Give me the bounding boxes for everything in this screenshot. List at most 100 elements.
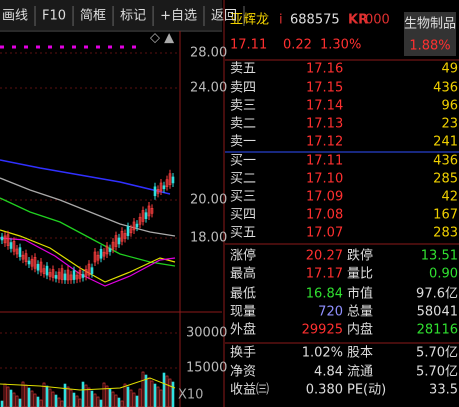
volume-bar [36, 396, 40, 407]
candle-body [138, 216, 142, 225]
candle-body [12, 240, 16, 252]
candle-body [57, 271, 61, 280]
stat-label: 内盘 [347, 322, 373, 338]
tag2: 000 [365, 13, 390, 28]
toolbar-button[interactable]: 简框 [80, 8, 106, 24]
volume-bar [0, 400, 4, 407]
book-price: 17.16 [306, 62, 343, 77]
ma-line [0, 177, 176, 237]
stat-label: 外盘 [230, 322, 256, 338]
candle-body [108, 248, 112, 252]
volume-bar [117, 397, 121, 407]
candle-body [84, 269, 88, 277]
candle-body [144, 212, 148, 219]
icon[interactable]: ◇ ▲ [150, 31, 174, 46]
candle-body [6, 234, 10, 246]
book-price: 17.12 [306, 135, 343, 150]
vol-ma [0, 377, 176, 391]
stat-value: 13.51 [421, 249, 458, 264]
volume-bar [87, 387, 91, 407]
toolbar-button[interactable]: 返回 [211, 9, 237, 24]
book-price: 17.07 [306, 226, 343, 241]
candle-body [93, 251, 97, 263]
volume-bar [126, 386, 130, 407]
volume-bar [96, 396, 100, 407]
stat-label: 换手 [230, 346, 256, 361]
toolbar [0, 0, 222, 30]
candle-body [159, 182, 163, 192]
toolbar-button[interactable]: +自选 [160, 9, 197, 24]
volume-bar [18, 398, 22, 407]
candle-body [120, 230, 124, 242]
volume-bar [42, 382, 46, 407]
volume-bar [123, 383, 127, 407]
candle-body [69, 274, 73, 281]
stat-label: 流通 [347, 365, 373, 380]
volume-bar [84, 384, 88, 407]
volume-bar [12, 392, 16, 407]
candle-body [36, 263, 40, 271]
sector: 生物制品 [404, 17, 456, 32]
book-price: 17.11 [306, 154, 343, 169]
candle-body [147, 205, 151, 217]
ma-line [0, 197, 176, 267]
stat-value: 1.02% [302, 346, 343, 361]
candle-body [78, 270, 82, 279]
candle-body [15, 248, 19, 255]
stat-label: 最低 [230, 287, 256, 302]
volume-bar [168, 378, 172, 407]
info-mark[interactable]: i [279, 13, 283, 28]
book-volume: 436 [433, 81, 458, 96]
stat-label: 涨停 [230, 248, 256, 264]
book-price: 17.10 [306, 172, 343, 187]
candle-body [150, 208, 154, 214]
stat-label: 跌停 [347, 248, 373, 264]
volume-bar [114, 394, 118, 407]
book-label: 卖一 [230, 135, 256, 150]
change: 0.22 [283, 38, 312, 53]
candle-body [42, 268, 46, 274]
candle-body [156, 189, 160, 194]
volume-bar [51, 391, 55, 407]
candle-body [3, 235, 7, 244]
toolbar-button[interactable]: 标记 [120, 9, 146, 24]
stat-value: 720 [318, 305, 343, 320]
stat-label: 市值 [347, 286, 373, 302]
candle-body [54, 275, 58, 279]
book-label: 买一 [230, 154, 256, 169]
volume-bar [135, 395, 139, 407]
volume-bar [138, 388, 142, 407]
candle-body [81, 274, 85, 278]
volume-bar [57, 397, 61, 407]
volume-bar [48, 388, 52, 407]
toolbar-button[interactable]: F10 [42, 9, 66, 24]
sector-box[interactable] [404, 12, 456, 56]
stat-label: 量比 [347, 267, 373, 282]
candle-body [87, 263, 91, 276]
volume-bar [69, 389, 73, 407]
stat-label: 现量 [230, 305, 256, 320]
volume-bar [6, 386, 10, 407]
candle-body [30, 258, 34, 267]
candle-body [60, 268, 64, 280]
volume-bar [33, 393, 37, 407]
book-price: 17.08 [306, 208, 343, 223]
candle-body [72, 270, 76, 280]
stock-name: 亚辉龙 [230, 13, 269, 28]
candle-body [132, 221, 136, 231]
toolbar-button[interactable]: 画线 [2, 9, 28, 24]
candle-body [9, 242, 13, 249]
candle-body [126, 226, 130, 236]
stat-value: 17.17 [306, 267, 343, 282]
volume-bar [27, 387, 31, 407]
book-label: 卖二 [230, 117, 256, 132]
stat-label: 收益㈢ [230, 383, 269, 398]
candle-body [129, 228, 133, 234]
stat-label: 最高 [230, 266, 256, 282]
stat-value: 4.84 [314, 365, 343, 380]
change-pct: 1.30% [320, 38, 361, 53]
book-price: 17.13 [306, 117, 343, 132]
book-label: 买三 [230, 190, 256, 205]
candle-body [0, 236, 4, 241]
